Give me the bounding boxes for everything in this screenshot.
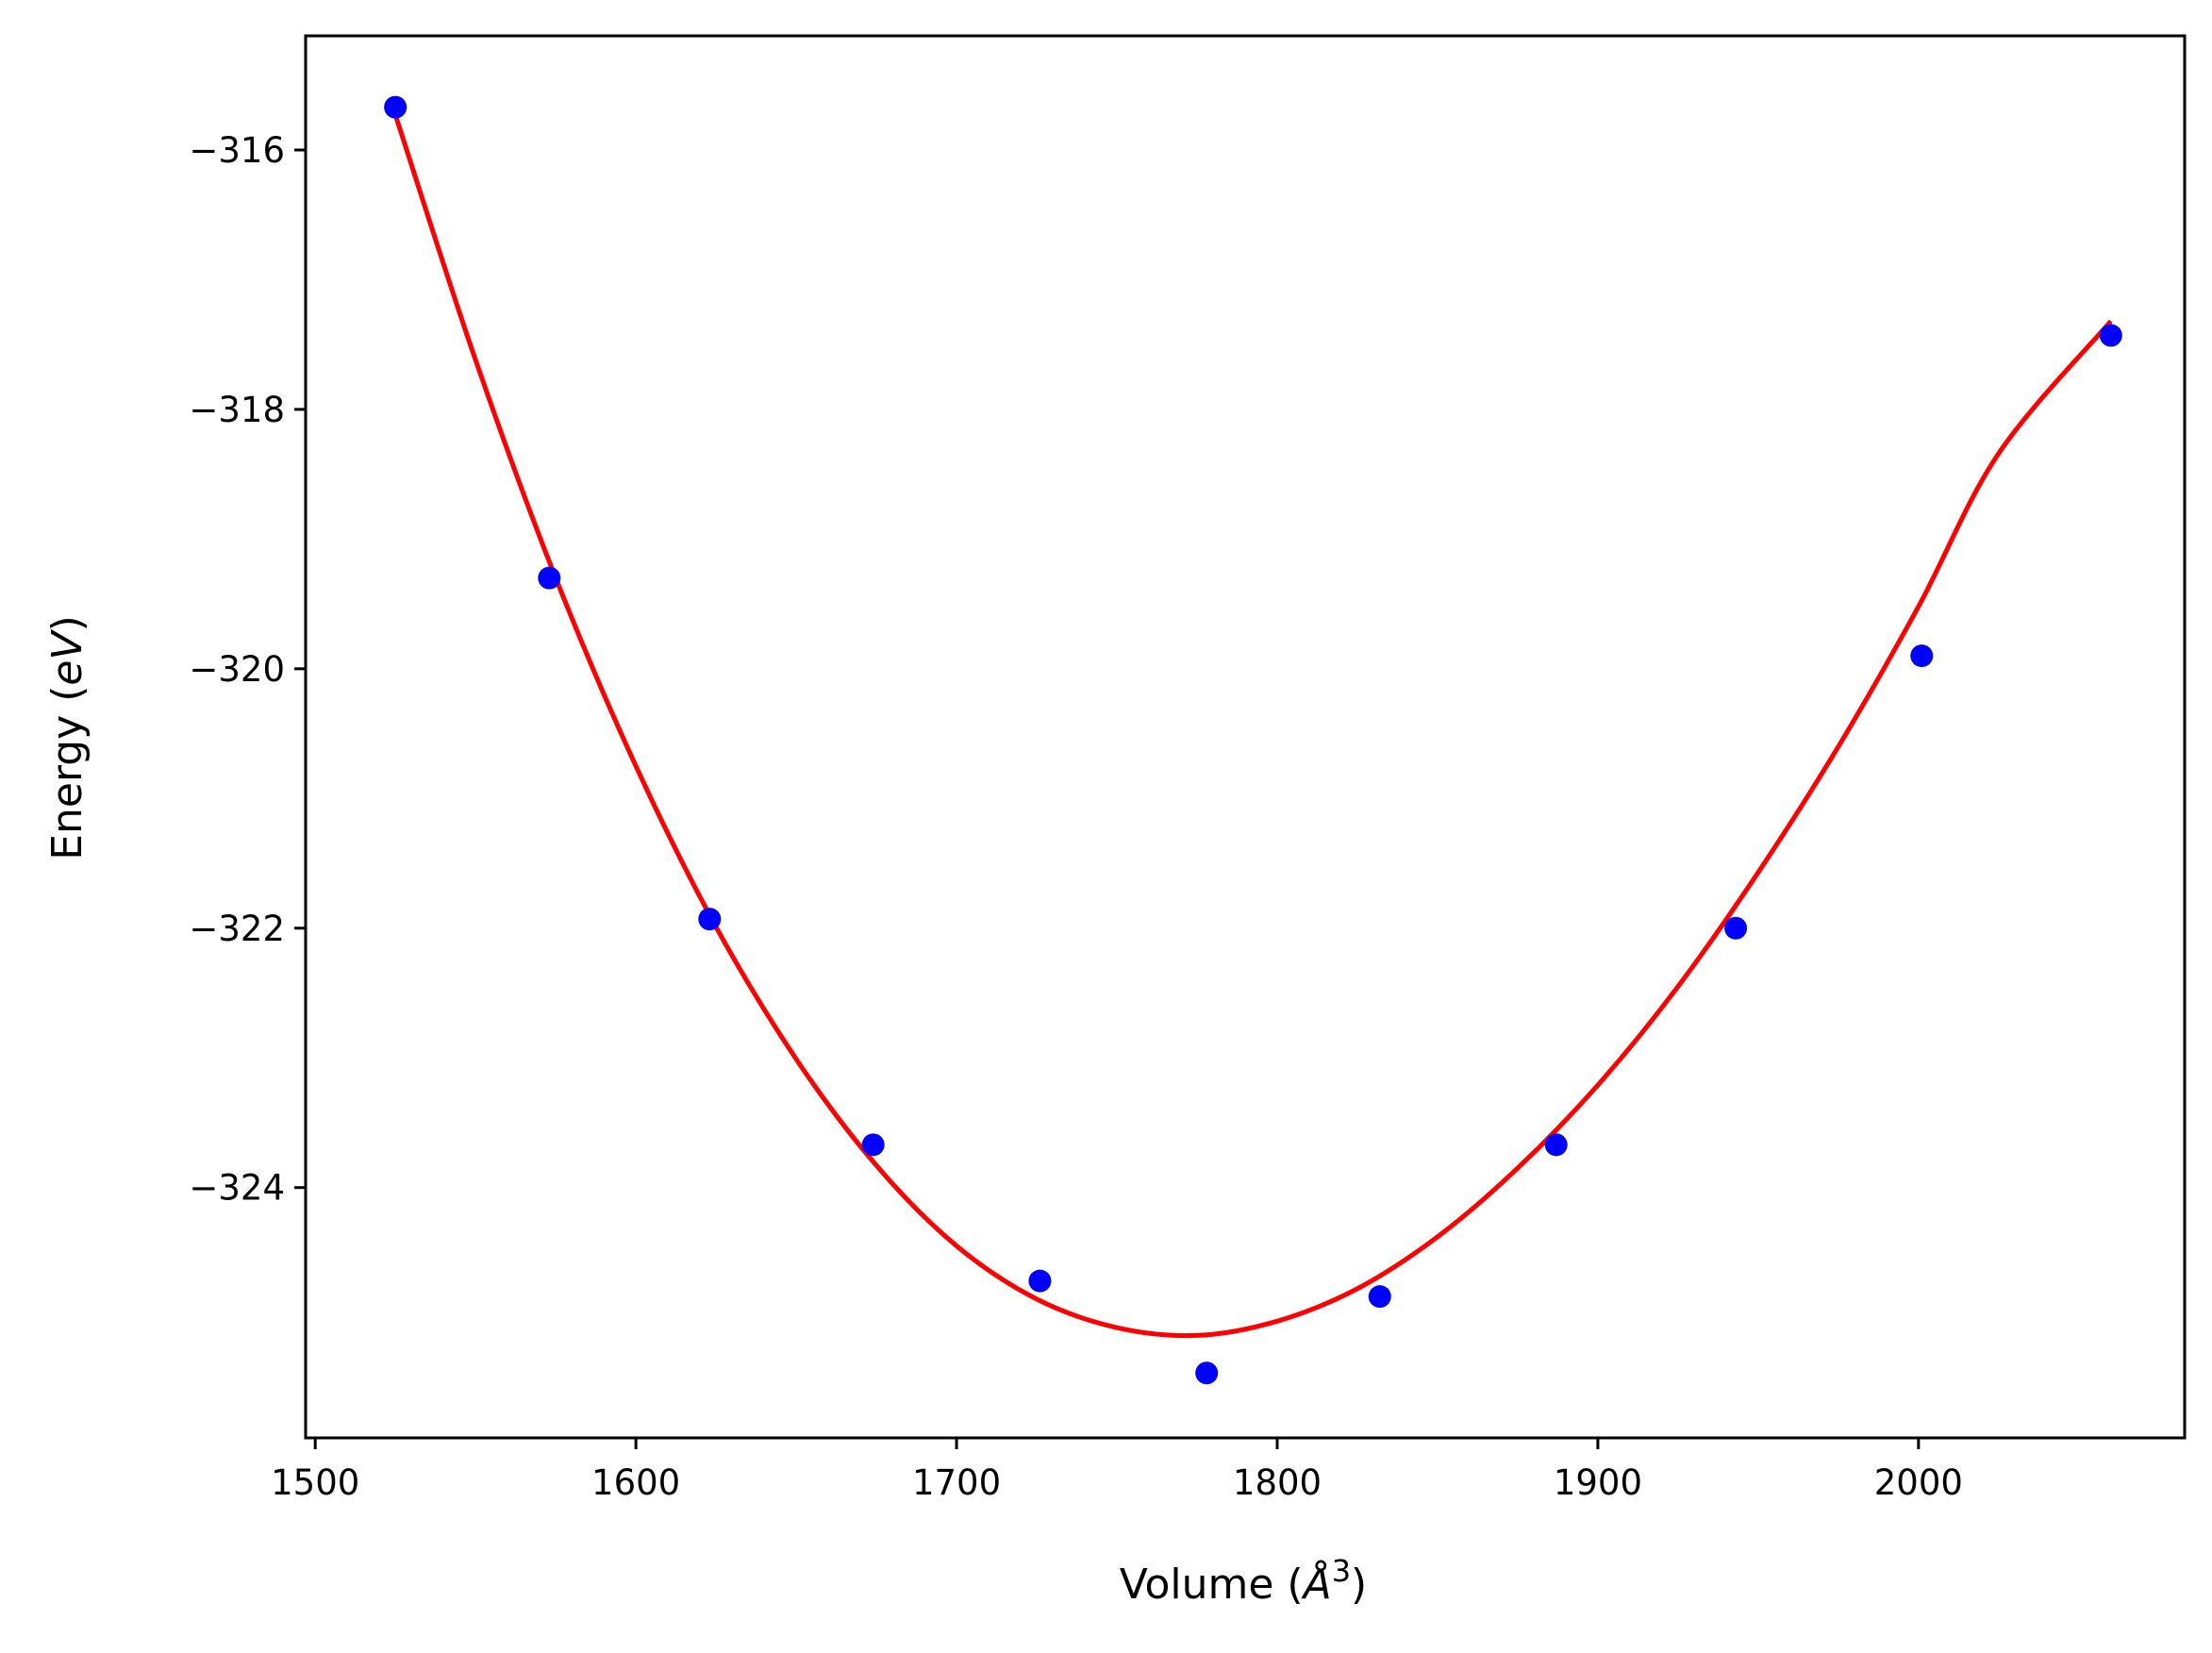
data-point [1544,1133,1568,1157]
data-point [2099,324,2122,347]
x-axis-ticks: 1500 1600 1700 1800 1900 2000 [271,1438,1963,1503]
data-points-layer [384,95,2122,1385]
data-point [698,908,722,931]
y-tick-label: −324 [189,1168,285,1209]
fit-curve-line [392,114,2113,1339]
x-tick-label: 1600 [591,1462,680,1503]
y-tick-label: −316 [189,130,285,171]
y-tick-label: −322 [189,909,285,949]
data-point [1724,916,1748,940]
y-tick-label: −318 [189,390,285,430]
x-tick-label: 1700 [912,1462,1001,1503]
x-tick-label: 2000 [1874,1462,1963,1503]
y-axis-label: Energy (eV) [43,615,91,860]
data-point [861,1133,885,1157]
x-tick-label: 1900 [1554,1462,1642,1503]
fit-curve-layer [392,114,2113,1339]
data-point [1028,1269,1052,1293]
plot-frame [304,34,2187,1440]
x-axis-label: Volume (Å3) [1120,1553,1367,1609]
y-tick-label: −320 [189,649,285,690]
data-point [1910,644,1934,668]
data-point [538,566,561,590]
data-point [1368,1285,1391,1309]
x-tick-label: 1800 [1233,1462,1322,1503]
data-point [384,95,407,119]
data-point [1195,1361,1219,1385]
x-tick-label: 1500 [271,1462,359,1503]
y-axis-ticks: −316 −318 −320 −322 −324 [189,130,306,1209]
